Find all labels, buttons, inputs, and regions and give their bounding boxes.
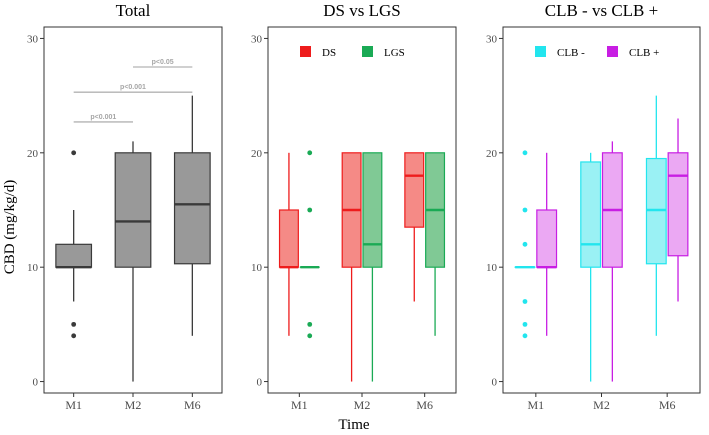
- box-body: [667, 152, 689, 257]
- box-body: [362, 152, 383, 268]
- legend-label: DS: [322, 47, 336, 59]
- box-lgs-m6: [425, 152, 446, 336]
- box-body: [404, 152, 425, 228]
- box-ds-m1: [278, 152, 299, 336]
- outlier-point: [71, 150, 77, 156]
- box-body: [114, 152, 152, 268]
- y-tick-label: 0: [33, 377, 39, 389]
- y-tick-label: 30: [27, 33, 39, 45]
- x-tick-label: M2: [593, 398, 610, 412]
- panel-2: DS vs LGS 0 10 20 30 M1 M2 M6 DS LGS: [251, 1, 457, 412]
- box-clb--m1: [536, 152, 558, 336]
- significance-label: p<0.05: [152, 59, 174, 66]
- x-tick-label: M1: [291, 398, 308, 412]
- box-m1: [55, 150, 93, 339]
- y-tick-label: 10: [27, 262, 39, 274]
- y-tick-label: 10: [486, 262, 498, 274]
- legend-swatch: [535, 46, 546, 57]
- y-axis-label: CBD (mg/kg/d): [2, 180, 18, 275]
- x-tick-label: M1: [65, 398, 82, 412]
- box-body: [173, 152, 211, 265]
- box-clb--m2: [580, 152, 602, 382]
- outlier-point: [307, 207, 313, 213]
- y-tick-label: 20: [27, 148, 39, 160]
- box-body: [55, 243, 93, 268]
- panel-title: Total: [116, 1, 151, 20]
- legend-label: CLB -: [557, 47, 585, 59]
- box-m6: [173, 95, 211, 336]
- x-tick-label: M1: [527, 398, 544, 412]
- x-tick-label: M6: [659, 398, 676, 412]
- box-lgs-m1: [299, 150, 320, 339]
- significance-label: p<0.001: [90, 114, 116, 121]
- panel-title: CLB - vs CLB +: [545, 1, 659, 20]
- legend-label: LGS: [384, 47, 405, 59]
- panel-3: CLB - vs CLB + 0 10 20 30 M1 M2 M6 CLB - CLB +: [486, 1, 701, 412]
- legend-swatch: [362, 46, 373, 57]
- box-ds-m2: [341, 152, 362, 382]
- outlier-point: [307, 150, 313, 156]
- y-tick-label: 20: [251, 148, 263, 160]
- legend: CLB - CLB +: [535, 46, 659, 59]
- box-body: [580, 161, 602, 268]
- outlier-point: [522, 207, 528, 213]
- legend-swatch: [607, 46, 618, 57]
- outlier-point: [522, 241, 528, 247]
- outlier-point: [307, 333, 313, 339]
- outlier-point: [522, 321, 528, 327]
- outlier-point: [307, 321, 313, 327]
- y-tick-label: 30: [486, 33, 498, 45]
- legend-swatch: [300, 46, 311, 57]
- x-tick-label: M2: [125, 398, 142, 412]
- panel-1: Total 0 10 20 30 M1 M2 M6 p<0.001 p<0.001 p<0.05: [27, 1, 223, 412]
- x-tick-label: M2: [354, 398, 371, 412]
- box-body: [278, 209, 299, 268]
- x-tick-label: M6: [184, 398, 201, 412]
- outlier-point: [522, 150, 528, 156]
- box-clb--m2: [601, 141, 623, 382]
- legend-label: CLB +: [629, 47, 659, 59]
- box-ds-m6: [404, 152, 425, 302]
- x-tick-label: M6: [416, 398, 433, 412]
- box-m2: [114, 141, 152, 382]
- box-body: [536, 209, 558, 268]
- y-tick-label: 10: [251, 262, 263, 274]
- y-tick-label: 0: [257, 377, 263, 389]
- outlier-point: [71, 321, 77, 327]
- x-axis-label: Time: [338, 417, 369, 433]
- y-tick-label: 20: [486, 148, 498, 160]
- box-lgs-m2: [362, 152, 383, 382]
- outlier-point: [522, 333, 528, 339]
- y-tick-label: 30: [251, 33, 263, 45]
- box-clb--m1: [514, 150, 536, 339]
- box-clb--m6: [667, 118, 689, 302]
- outlier-point: [522, 299, 528, 304]
- y-tick-label: 0: [492, 377, 498, 389]
- panel-title: DS vs LGS: [323, 1, 400, 20]
- outlier-point: [71, 333, 77, 339]
- box-clb--m6: [645, 95, 667, 336]
- significance-label: p<0.001: [120, 84, 146, 91]
- panels: Total 0 10 20 30 M1 M2 M6 p<0.001 p<0.001 p<0.05 DS…: [27, 1, 701, 412]
- legend: DS LGS: [300, 46, 405, 59]
